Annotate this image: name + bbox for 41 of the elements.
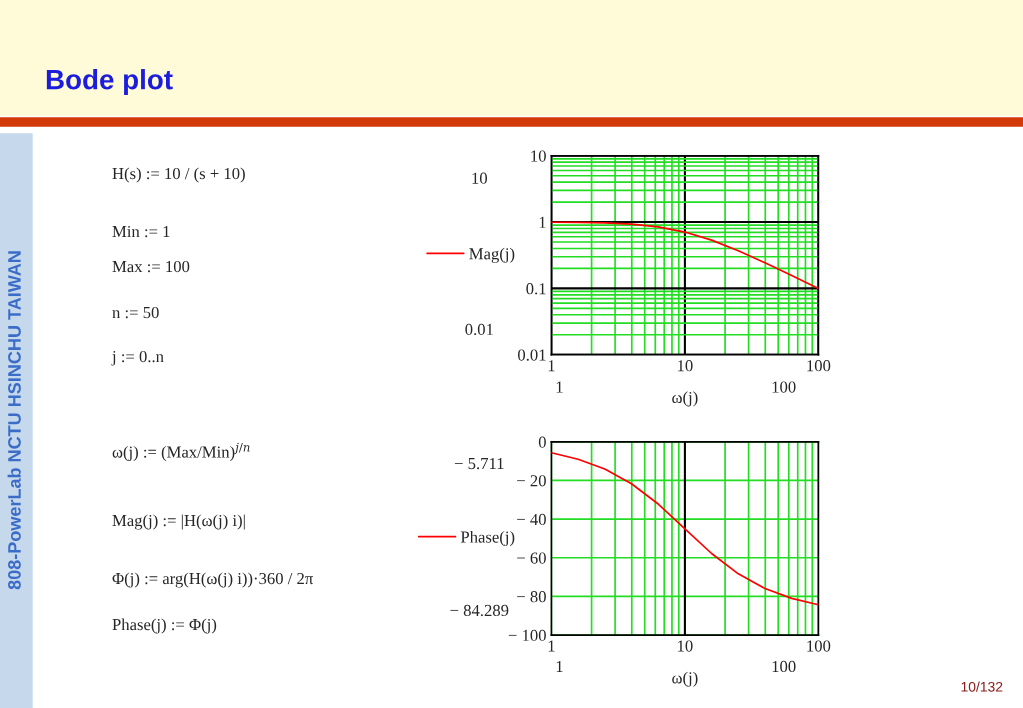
y-tick-label: − 100 bbox=[508, 629, 546, 642]
x-axis-title: ω(j) bbox=[672, 671, 698, 687]
y-tick-label: − 40 bbox=[517, 513, 546, 526]
text: 100 bbox=[772, 381, 796, 393]
x-tick-label: 1 bbox=[548, 360, 555, 372]
y-tick-label: − 60 bbox=[517, 552, 546, 564]
text: Max := 100 bbox=[112, 260, 190, 273]
text: Mag(j) := |H(ω(j) i)| bbox=[112, 514, 245, 530]
x-tick-label: 100 bbox=[807, 360, 831, 372]
y-tick-label: 1 bbox=[539, 216, 546, 228]
text: 10 bbox=[472, 172, 487, 184]
text: j := 0..n bbox=[111, 350, 164, 366]
y-tick-label: − 80 bbox=[517, 591, 546, 603]
text: H(s) := 10 / (s + 10) bbox=[112, 167, 245, 183]
text: n := 50 bbox=[112, 306, 159, 319]
text: Bode plot bbox=[46, 69, 173, 95]
y-tick-label: 0 bbox=[538, 436, 546, 448]
text: ω(j) := (Max/Min)$^{j/n}$ bbox=[112, 442, 250, 462]
legend-label: Phase(j) bbox=[460, 530, 515, 547]
text: Min := 1 bbox=[112, 225, 170, 238]
text: − 84.289 bbox=[450, 604, 509, 617]
y-tick-label: − 20 bbox=[517, 475, 546, 487]
x-tick-label: 1 bbox=[548, 640, 555, 652]
text: Φ(j) := arg(H(ω(j) i))·360 / 2π bbox=[112, 572, 314, 588]
legend-label: Mag(j) bbox=[469, 247, 515, 263]
y-tick-label: 0.01 bbox=[518, 349, 546, 361]
text: 1 bbox=[556, 660, 563, 672]
y-tick-label: 0.1 bbox=[526, 283, 546, 295]
text: − 5.711 bbox=[454, 457, 504, 470]
text: 10/132 bbox=[961, 681, 1003, 692]
text: 100 bbox=[772, 660, 796, 673]
y-tick-label: 10 bbox=[531, 150, 546, 162]
text: 1 bbox=[556, 381, 563, 393]
text: Phase(j) := Φ(j) bbox=[112, 618, 217, 634]
text: 0.01 bbox=[465, 323, 493, 336]
x-axis-title: ω(j) bbox=[672, 391, 698, 407]
line-series bbox=[551, 451, 819, 606]
x-tick-label: 10 bbox=[678, 360, 693, 372]
x-tick-label: 100 bbox=[807, 640, 831, 652]
x-tick-label: 10 bbox=[678, 640, 693, 652]
text: 808-PowerLab NCTU HSINCHU TAIWAN bbox=[7, 251, 21, 590]
